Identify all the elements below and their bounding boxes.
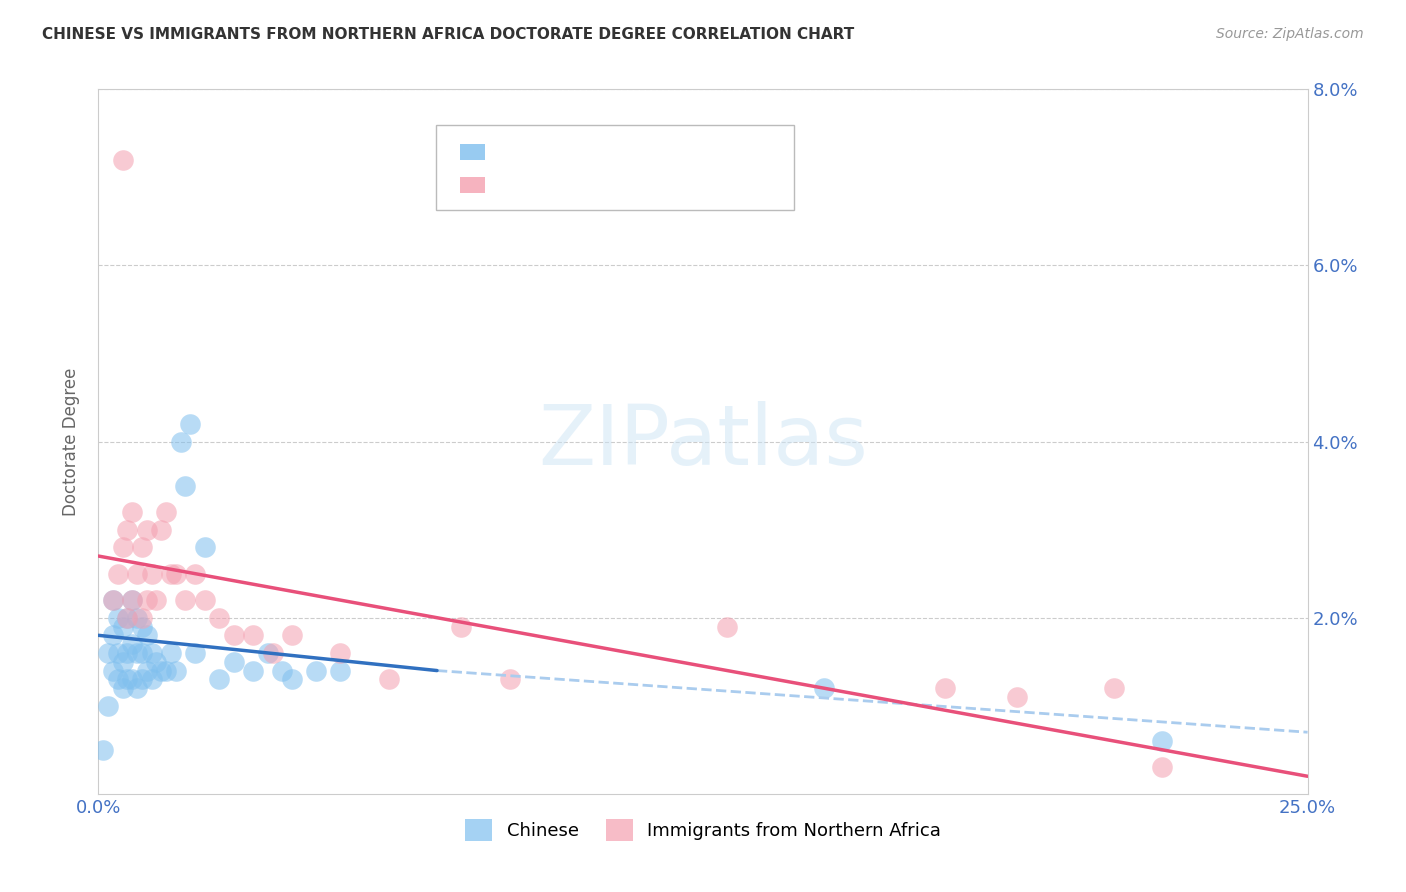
Point xyxy=(131,646,153,660)
Point xyxy=(165,566,187,581)
Point xyxy=(121,505,143,519)
Point xyxy=(377,673,399,687)
Point xyxy=(194,593,217,607)
Point xyxy=(208,610,231,624)
Point xyxy=(160,646,183,660)
Point xyxy=(131,673,153,687)
Text: ZIPatlas: ZIPatlas xyxy=(538,401,868,482)
Point xyxy=(281,628,304,642)
Point xyxy=(1152,760,1174,774)
Point xyxy=(281,673,304,687)
Text: N =: N = xyxy=(595,176,643,194)
Point xyxy=(184,566,207,581)
Text: R =: R = xyxy=(499,176,536,194)
Point xyxy=(111,655,134,669)
Point xyxy=(117,673,139,687)
Point xyxy=(934,681,956,696)
Point xyxy=(813,681,835,696)
Point xyxy=(135,523,157,537)
Point xyxy=(127,681,149,696)
Text: Source: ZipAtlas.com: Source: ZipAtlas.com xyxy=(1216,27,1364,41)
Point xyxy=(107,646,129,660)
Point xyxy=(127,646,149,660)
Point xyxy=(329,664,352,678)
Point xyxy=(107,610,129,624)
Point xyxy=(174,593,197,607)
Point xyxy=(117,646,139,660)
Point xyxy=(1007,690,1029,704)
Point xyxy=(135,628,157,642)
Point xyxy=(127,566,149,581)
Text: 36: 36 xyxy=(645,176,668,194)
Text: CHINESE VS IMMIGRANTS FROM NORTHERN AFRICA DOCTORATE DEGREE CORRELATION CHART: CHINESE VS IMMIGRANTS FROM NORTHERN AFRI… xyxy=(42,27,855,42)
Point xyxy=(194,541,217,555)
Point xyxy=(179,417,201,431)
Text: 48: 48 xyxy=(645,143,668,161)
Point xyxy=(107,673,129,687)
Point xyxy=(165,664,187,678)
Point xyxy=(91,743,114,757)
Point xyxy=(169,434,191,449)
Point xyxy=(716,619,738,633)
Point xyxy=(97,646,120,660)
Point xyxy=(305,664,328,678)
Point xyxy=(160,566,183,581)
Point xyxy=(117,610,139,624)
Point xyxy=(111,541,134,555)
Text: -0.321: -0.321 xyxy=(538,176,598,194)
Point xyxy=(101,664,124,678)
Point xyxy=(141,566,163,581)
Point xyxy=(1102,681,1125,696)
Point xyxy=(131,619,153,633)
Point xyxy=(107,566,129,581)
Point xyxy=(131,541,153,555)
Text: N =: N = xyxy=(595,143,643,161)
Point xyxy=(141,673,163,687)
Y-axis label: Doctorate Degree: Doctorate Degree xyxy=(62,368,80,516)
Point xyxy=(155,664,177,678)
Point xyxy=(101,628,124,642)
Point xyxy=(111,619,134,633)
Point xyxy=(141,646,163,660)
Point xyxy=(222,655,245,669)
Point xyxy=(121,673,143,687)
Text: -0.126: -0.126 xyxy=(538,143,598,161)
Point xyxy=(121,593,143,607)
Point xyxy=(184,646,207,660)
Point xyxy=(155,505,177,519)
Point xyxy=(150,664,173,678)
Point xyxy=(208,673,231,687)
Point xyxy=(242,628,264,642)
Point xyxy=(135,664,157,678)
Text: R =: R = xyxy=(499,143,536,161)
Point xyxy=(97,698,120,713)
Point xyxy=(222,628,245,642)
Point xyxy=(121,593,143,607)
Point xyxy=(135,593,157,607)
Point xyxy=(131,610,153,624)
Point xyxy=(174,478,197,492)
Legend: Chinese, Immigrants from Northern Africa: Chinese, Immigrants from Northern Africa xyxy=(458,812,948,848)
Point xyxy=(271,664,294,678)
Point xyxy=(145,593,167,607)
Point xyxy=(117,523,139,537)
Point xyxy=(101,593,124,607)
Point xyxy=(262,646,284,660)
Point xyxy=(1152,734,1174,748)
Point xyxy=(117,610,139,624)
Point xyxy=(498,673,520,687)
Point xyxy=(101,593,124,607)
Point xyxy=(256,646,278,660)
Point xyxy=(329,646,352,660)
Point xyxy=(242,664,264,678)
Point xyxy=(121,637,143,651)
Point xyxy=(111,681,134,696)
Point xyxy=(450,619,472,633)
Point xyxy=(150,523,173,537)
Point xyxy=(145,655,167,669)
Point xyxy=(111,153,134,167)
Point xyxy=(127,610,149,624)
